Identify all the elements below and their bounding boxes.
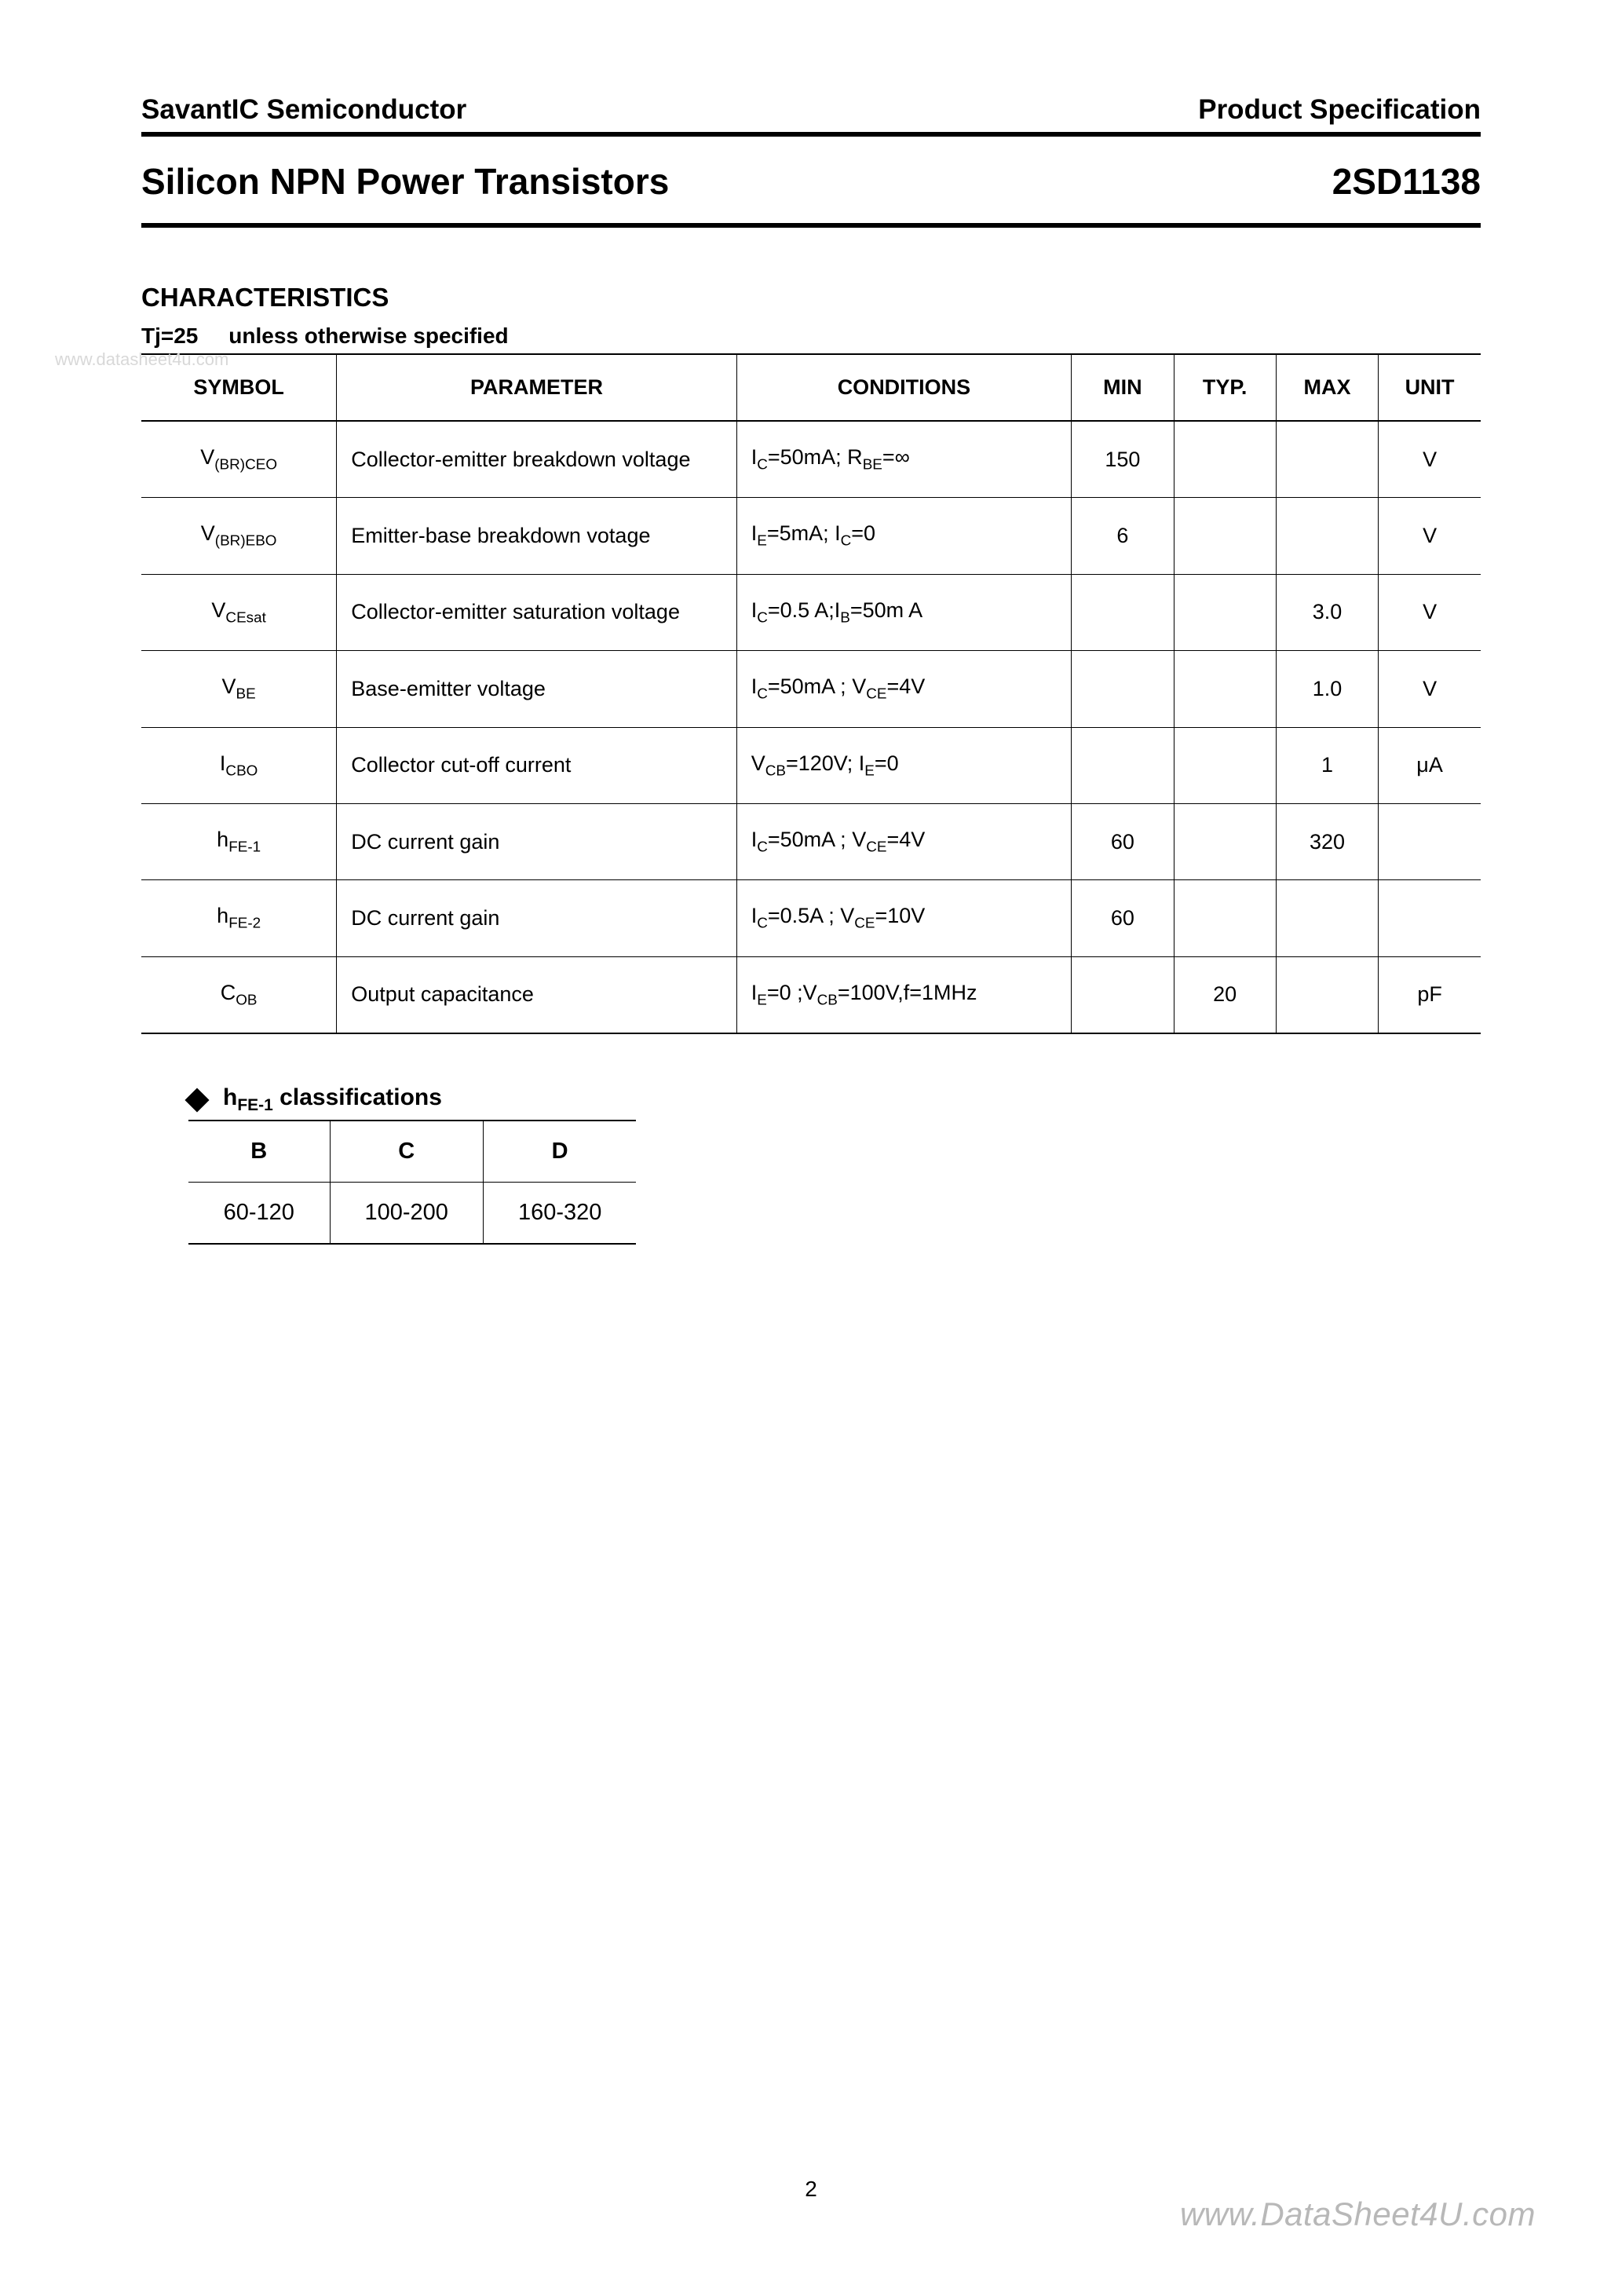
diamond-icon (184, 1088, 209, 1112)
cell-conditions: VCB=120V; IE=0 (736, 727, 1072, 803)
cell-unit: pF (1379, 956, 1481, 1033)
classifications-table: B C D 60-120 100-200 160-320 (188, 1120, 636, 1245)
cell-typ (1174, 803, 1276, 879)
class-col-b: B (188, 1121, 330, 1183)
classifications-heading: hFE-1 classifications (188, 1084, 1481, 1115)
cell-parameter: Collector-emitter breakdown voltage (337, 421, 736, 498)
watermark-left: www.datasheet4u.com (55, 349, 228, 370)
cell-symbol: hFE-1 (141, 803, 337, 879)
section-heading: CHARACTERISTICS (141, 283, 1481, 313)
header-row: SavantIC Semiconductor Product Specifica… (141, 94, 1481, 132)
title-rule (141, 223, 1481, 228)
tj-note: unless otherwise specified (228, 324, 508, 348)
cell-unit: V (1379, 498, 1481, 574)
cell-parameter: Collector-emitter saturation voltage (337, 574, 736, 650)
th-parameter: PARAMETER (337, 354, 736, 421)
cell-symbol: V(BR)CEO (141, 421, 337, 498)
table-row: V(BR)EBOEmitter-base breakdown votageIE=… (141, 498, 1481, 574)
cell-typ (1174, 880, 1276, 956)
cell-min: 6 (1072, 498, 1174, 574)
product-family: Silicon NPN Power Transistors (141, 160, 669, 203)
cell-parameter: DC current gain (337, 803, 736, 879)
cell-max: 3.0 (1276, 574, 1378, 650)
cell-symbol: ICBO (141, 727, 337, 803)
section-conditions: Tj=25 unless otherwise specified (141, 324, 1481, 349)
class-col-d: D (483, 1121, 636, 1183)
page: www.datasheet4u.com SavantIC Semiconduct… (0, 0, 1622, 2296)
cell-typ (1174, 651, 1276, 727)
cell-conditions: IC=50mA; RBE=∞ (736, 421, 1072, 498)
cell-parameter: Collector cut-off current (337, 727, 736, 803)
cell-min: 150 (1072, 421, 1174, 498)
cell-max (1276, 498, 1378, 574)
class-val-c: 100-200 (330, 1183, 483, 1245)
table-row: VCEsatCollector-emitter saturation volta… (141, 574, 1481, 650)
cell-conditions: IE=0 ;VCB=100V,f=1MHz (736, 956, 1072, 1033)
table-header-row: SYMBOL PARAMETER CONDITIONS MIN TYP. MAX… (141, 354, 1481, 421)
cell-max: 320 (1276, 803, 1378, 879)
characteristics-table: SYMBOL PARAMETER CONDITIONS MIN TYP. MAX… (141, 353, 1481, 1034)
cell-max (1276, 880, 1378, 956)
cell-symbol: VCEsat (141, 574, 337, 650)
cell-conditions: IC=0.5A ; VCE=10V (736, 880, 1072, 956)
watermark-bottom: www.DataSheet4U.com (1180, 2195, 1536, 2233)
class-col-c: C (330, 1121, 483, 1183)
table-row: hFE-2DC current gainIC=0.5A ; VCE=10V60 (141, 880, 1481, 956)
table-row: ICBOCollector cut-off currentVCB=120V; I… (141, 727, 1481, 803)
cell-typ (1174, 727, 1276, 803)
table-row: 60-120 100-200 160-320 (188, 1183, 636, 1245)
cell-parameter: Base-emitter voltage (337, 651, 736, 727)
table-row: V(BR)CEOCollector-emitter breakdown volt… (141, 421, 1481, 498)
cell-max (1276, 421, 1378, 498)
cell-max: 1.0 (1276, 651, 1378, 727)
cell-symbol: hFE-2 (141, 880, 337, 956)
part-number: 2SD1138 (1332, 160, 1481, 203)
cell-unit: μA (1379, 727, 1481, 803)
cell-min (1072, 574, 1174, 650)
classifications-label: hFE-1 classifications (223, 1084, 442, 1115)
th-typ: TYP. (1174, 354, 1276, 421)
cell-conditions: IC=50mA ; VCE=4V (736, 651, 1072, 727)
th-max: MAX (1276, 354, 1378, 421)
cell-unit: V (1379, 651, 1481, 727)
cell-conditions: IC=50mA ; VCE=4V (736, 803, 1072, 879)
table-row: hFE-1DC current gainIC=50mA ; VCE=4V60 32… (141, 803, 1481, 879)
page-number: 2 (805, 2177, 817, 2202)
cell-min (1072, 956, 1174, 1033)
cell-typ: 20 (1174, 956, 1276, 1033)
cell-typ (1174, 574, 1276, 650)
cell-unit (1379, 803, 1481, 879)
cell-parameter: Output capacitance (337, 956, 736, 1033)
cell-symbol: V(BR)EBO (141, 498, 337, 574)
th-unit: UNIT (1379, 354, 1481, 421)
table-header-row: B C D (188, 1121, 636, 1183)
class-val-b: 60-120 (188, 1183, 330, 1245)
cell-max: 1 (1276, 727, 1378, 803)
cell-min: 60 (1072, 880, 1174, 956)
tj-label: Tj=25 (141, 324, 198, 348)
cell-min: 60 (1072, 803, 1174, 879)
th-min: MIN (1072, 354, 1174, 421)
company-name: SavantIC Semiconductor (141, 94, 466, 126)
table-row: COBOutput capacitanceIE=0 ;VCB=100V,f=1M… (141, 956, 1481, 1033)
cell-typ (1174, 498, 1276, 574)
cell-min (1072, 651, 1174, 727)
cell-parameter: DC current gain (337, 880, 736, 956)
spec-label: Product Specification (1198, 94, 1481, 126)
th-conditions: CONDITIONS (736, 354, 1072, 421)
class-val-d: 160-320 (483, 1183, 636, 1245)
cell-unit: V (1379, 421, 1481, 498)
cell-conditions: IE=5mA; IC=0 (736, 498, 1072, 574)
cell-unit (1379, 880, 1481, 956)
cell-min (1072, 727, 1174, 803)
title-row: Silicon NPN Power Transistors 2SD1138 (141, 137, 1481, 223)
cell-typ (1174, 421, 1276, 498)
cell-parameter: Emitter-base breakdown votage (337, 498, 736, 574)
table-row: VBEBase-emitter voltageIC=50mA ; VCE=4V 1… (141, 651, 1481, 727)
cell-max (1276, 956, 1378, 1033)
cell-conditions: IC=0.5 A;IB=50m A (736, 574, 1072, 650)
cell-unit: V (1379, 574, 1481, 650)
cell-symbol: VBE (141, 651, 337, 727)
cell-symbol: COB (141, 956, 337, 1033)
